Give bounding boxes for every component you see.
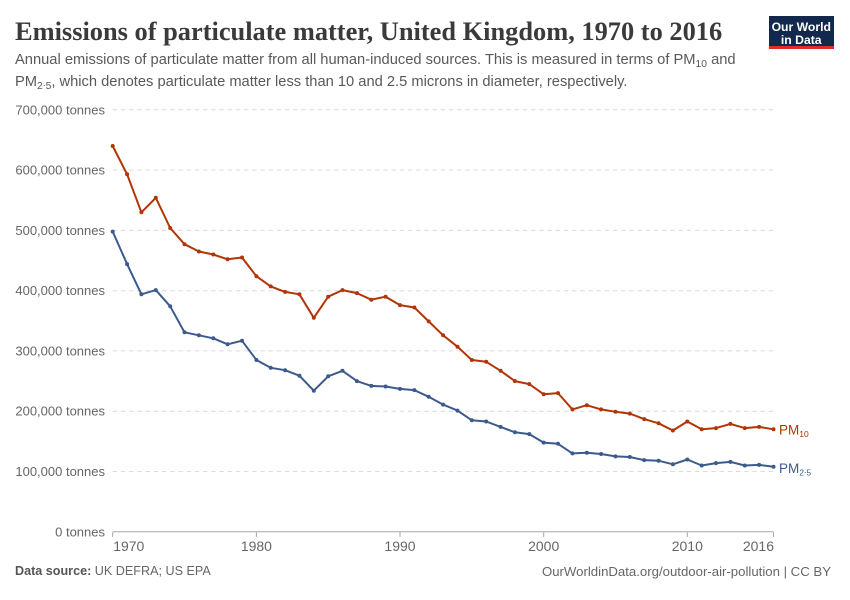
svg-text:200,000 tonnes: 200,000 tonnes [15, 404, 105, 419]
svg-text:1980: 1980 [241, 538, 272, 554]
svg-text:PM2.5: PM2.5 [779, 461, 811, 478]
svg-text:400,000 tonnes: 400,000 tonnes [15, 283, 105, 298]
svg-text:0 tonnes: 0 tonnes [55, 524, 105, 539]
svg-text:1990: 1990 [384, 538, 415, 554]
svg-text:500,000 tonnes: 500,000 tonnes [15, 223, 105, 238]
svg-text:2016: 2016 [743, 538, 774, 554]
svg-text:2000: 2000 [528, 538, 559, 554]
svg-text:1970: 1970 [113, 538, 144, 554]
svg-text:700,000 tonnes: 700,000 tonnes [15, 102, 105, 117]
svg-text:2010: 2010 [672, 538, 703, 554]
svg-text:300,000 tonnes: 300,000 tonnes [15, 343, 105, 358]
svg-text:100,000 tonnes: 100,000 tonnes [15, 464, 105, 479]
svg-text:PM10: PM10 [779, 423, 809, 440]
svg-text:600,000 tonnes: 600,000 tonnes [15, 163, 105, 178]
